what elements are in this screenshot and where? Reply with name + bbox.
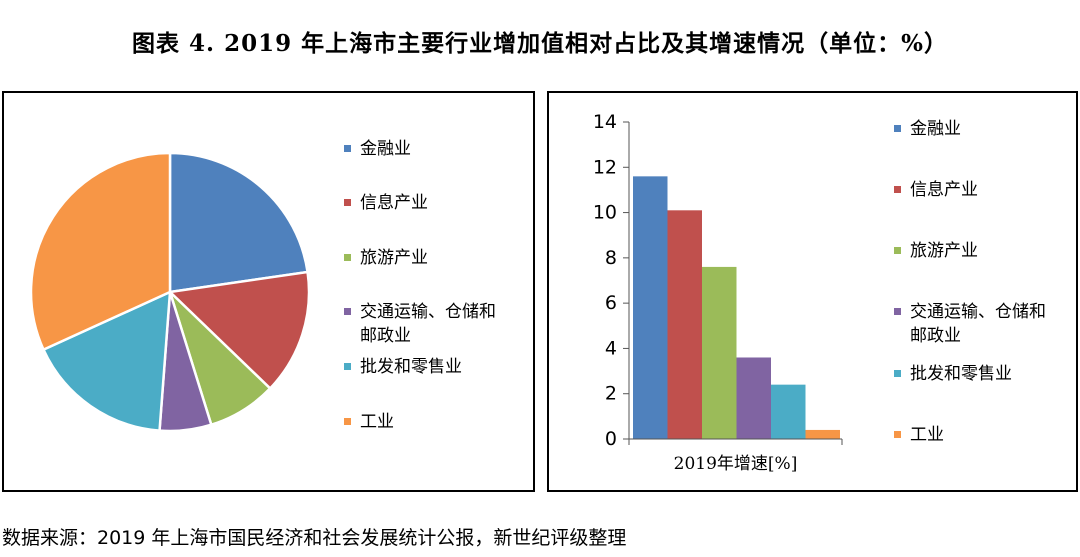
bar-transport [736, 357, 771, 439]
source-note: 数据来源：2019 年上海市国民经济和社会发展统计公报，新世纪评级整理 [2, 527, 627, 549]
legend-swatch [894, 431, 901, 438]
legend-swatch [894, 308, 901, 315]
chart-title: 图表 4. 2019 年上海市主要行业增加值相对占比及其增速情况（单位：%） [132, 30, 948, 57]
x-axis-label: 2019年增速[%] [674, 454, 798, 474]
legend-swatch [894, 186, 901, 193]
y-tick-label: 12 [593, 156, 617, 178]
pie-slice-info [167, 270, 311, 391]
legend-label: 信息产业 [360, 193, 428, 213]
y-tick-label: 6 [605, 292, 617, 314]
legend-swatch [344, 363, 351, 370]
legend-swatch [894, 370, 901, 377]
legend-swatch [344, 254, 351, 261]
pie-chart-panel: 金融业信息产业旅游产业交通运输、仓储和邮政业批发和零售业 工业 [2, 91, 535, 492]
y-tick-label: 0 [605, 428, 617, 450]
legend-swatch [344, 308, 351, 315]
bar-finance [633, 176, 668, 439]
legend-label: 金融业 [910, 119, 961, 139]
y-tick-label: 10 [593, 202, 617, 224]
bar-chart: 0 2 4 6 8 10 12 14 2019年增速[%] [593, 111, 843, 474]
legend-label: 批发和零售业 [910, 364, 1012, 384]
pie-slice-industry [29, 151, 172, 352]
legend-swatch [894, 125, 901, 132]
y-tick-label: 2 [605, 383, 617, 405]
bar-chart-panel: 0 2 4 6 8 10 12 14 2019年增速[%] 金融业信息产业旅游产业交通运输、仓储… [547, 91, 1078, 492]
bar-retail [771, 384, 806, 439]
pie-chart [29, 151, 311, 433]
legend-label: 金融业 [360, 139, 411, 159]
legend-label: 信息产业 [910, 180, 978, 200]
legend-label: 交通运输、仓储和邮政业 [910, 302, 1046, 346]
legend-label: 批发和零售业 [360, 357, 462, 377]
legend-swatch [894, 247, 901, 254]
pie-slice-retail [41, 289, 172, 432]
bar-info [667, 210, 702, 439]
legend-label: 交通运输、仓储和邮政业 [360, 302, 496, 346]
legend-label: 工业 [360, 412, 394, 432]
legend-label: 工业 [910, 425, 944, 445]
legend-swatch [344, 199, 351, 206]
pie-slice-finance [168, 151, 309, 294]
bar-tourism [702, 266, 737, 439]
legend-label: 旅游产业 [360, 248, 428, 268]
y-tick-label: 4 [605, 337, 617, 359]
legend-swatch [344, 418, 351, 425]
y-tick-label: 14 [593, 111, 617, 133]
legend-label: 旅游产业 [910, 241, 978, 261]
y-tick-label: 8 [605, 247, 617, 269]
bar-industry [805, 429, 840, 439]
legend-swatch [344, 145, 351, 152]
